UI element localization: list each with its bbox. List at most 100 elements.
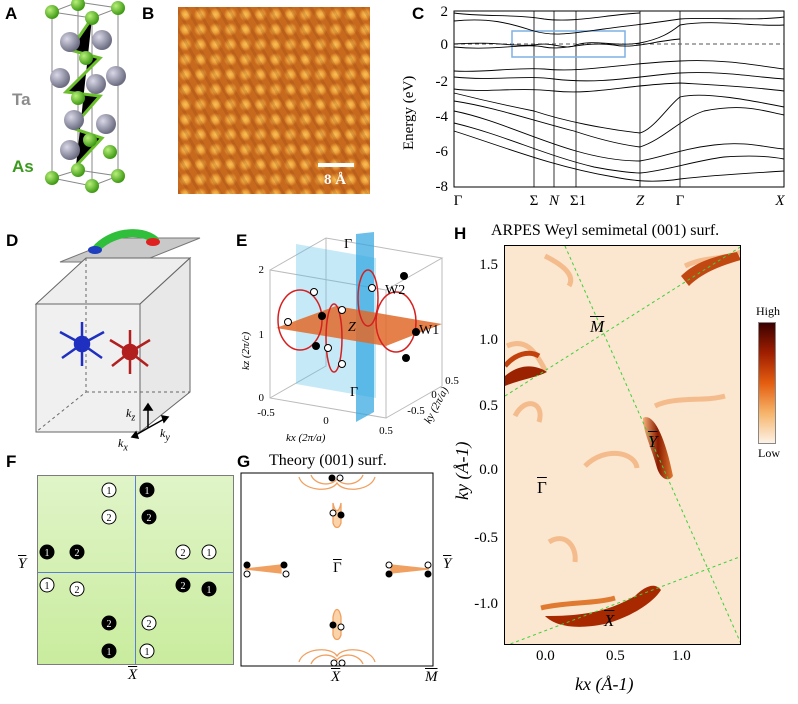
- weyl-point-label: 1: [107, 647, 112, 658]
- stm-topography-image: [178, 7, 370, 194]
- arpes-intensity-map: [504, 245, 741, 645]
- c-kpoint: Σ1: [570, 193, 586, 209]
- weyl-point-label: 2: [147, 513, 152, 524]
- weyl-point-marker: 2: [141, 509, 157, 525]
- h-xtick: 0.0: [536, 648, 555, 664]
- weyl-point-label: 2: [107, 513, 112, 524]
- h-ytick: 0.0: [479, 462, 498, 478]
- weyl-point-marker: 1: [39, 544, 55, 560]
- weyl-point-marker: 1: [139, 643, 155, 659]
- e-kx-axis-label: kx (2π/a): [286, 432, 326, 444]
- c-ylabel: Energy (eV): [401, 75, 417, 150]
- weyl-point-marker: 2: [175, 577, 191, 593]
- e-gamma-top: Γ: [344, 237, 353, 252]
- weyl-point-label: 1: [207, 585, 212, 596]
- g-gamma-label: Γ: [333, 560, 342, 576]
- w2-label: W2: [385, 283, 406, 298]
- weyl-cube-diagram: [34, 229, 201, 439]
- panel-letter-h: H: [454, 224, 467, 243]
- h-gamma-label: Γ: [537, 478, 547, 497]
- h-x-label: X: [604, 611, 615, 630]
- ta-label: Ta: [12, 90, 31, 109]
- weyl-point-marker: 1: [101, 482, 117, 498]
- weyl-projection-points: 1 1 2 2 1 2 2 1 1 2 2 1 2 2 1 1: [39, 482, 217, 659]
- h-ytick: 1.5: [479, 257, 498, 273]
- weyl-point-label: 1: [145, 647, 150, 658]
- weyl-point-label: 1: [45, 548, 50, 559]
- c-ytick: -6: [436, 144, 449, 160]
- weyl-point-marker: 2: [69, 581, 85, 597]
- h-ytick: -1.0: [474, 596, 498, 612]
- h-m-label: M: [590, 317, 605, 336]
- as-label: As: [12, 157, 34, 176]
- weyl-point-marker: 2: [101, 509, 117, 525]
- kx-label: kx: [118, 436, 128, 454]
- weyl-point-marker: 1: [139, 482, 155, 498]
- panel-letter-g: G: [237, 452, 251, 471]
- c-kpoint: N: [548, 193, 560, 209]
- h-y-label: Y: [648, 432, 658, 451]
- e-kz-tick: 1: [259, 329, 265, 341]
- h-title: ARPES Weyl semimetal (001) surf.: [491, 222, 720, 239]
- weyl-point-marker: 1: [39, 577, 55, 593]
- band-structure-plot: 2 0 -2 -4 -6 -8 Γ Σ N Σ1 Z Γ X: [436, 4, 786, 209]
- h-ytick: 1.0: [479, 332, 498, 348]
- weyl-point-label: 1: [45, 581, 50, 592]
- e-kx-tick: 0: [323, 415, 329, 427]
- weyl-point-marker: 2: [141, 615, 157, 631]
- c-ytick: -4: [436, 109, 449, 125]
- weyl-point-label: 1: [207, 548, 212, 559]
- h-ylabel: ky (Å-1): [452, 441, 472, 500]
- e-ky-tick: 0: [431, 389, 437, 401]
- c-kpoint: X: [774, 193, 785, 209]
- c-ytick: 2: [441, 4, 449, 20]
- e-gamma-bottom: Γ: [350, 385, 359, 400]
- weyl-point-label: 2: [181, 581, 186, 592]
- e-ky-tick: 0.5: [445, 375, 459, 387]
- panel-letter-c: C: [412, 4, 425, 23]
- e-ky-tick: -0.5: [407, 405, 425, 417]
- h-xtick: 0.5: [606, 648, 625, 664]
- g-title: Theory (001) surf.: [269, 452, 387, 469]
- c-kpoint: Z: [636, 193, 645, 209]
- h-ytick: 0.5: [479, 398, 498, 414]
- e-z-label: Z: [348, 320, 356, 335]
- scale-bar: [318, 163, 354, 167]
- surface-brillouin-zone: [37, 475, 234, 665]
- weyl-point-marker: 1: [101, 643, 117, 659]
- g-x-label: X: [331, 669, 341, 685]
- weyl-point-label: 2: [107, 619, 112, 630]
- ky-label: ky: [160, 426, 170, 444]
- panel-letter-d: D: [6, 231, 19, 250]
- intensity-colorbar: [758, 322, 776, 444]
- kz-label: kz: [126, 406, 136, 424]
- w1-label: W1: [419, 323, 440, 338]
- e-kz-axis-label: kz (2π/c): [240, 331, 252, 370]
- scale-bar-label: 8 Å: [324, 172, 347, 188]
- e-kx-tick: 0.5: [379, 425, 393, 437]
- c-ytick: -2: [436, 74, 449, 90]
- h-xlabel: kx (Å-1): [575, 674, 634, 694]
- weyl-point-label: 2: [147, 619, 152, 630]
- c-kpoint: Σ: [530, 193, 539, 209]
- h-ytick: -0.5: [474, 530, 498, 546]
- c-ytick: -8: [436, 179, 449, 195]
- e-kz-tick: 2: [259, 264, 265, 276]
- weyl-point-marker: 2: [69, 544, 85, 560]
- weyl-point-label: 1: [145, 486, 150, 497]
- weyl-point-marker: 1: [201, 581, 217, 597]
- c-kpoint: Γ: [676, 193, 685, 209]
- panel-letter-a: A: [5, 4, 18, 23]
- weyl-point-label: 2: [75, 548, 80, 559]
- f-xbar-label: X: [128, 667, 138, 683]
- weyl-point-label: 2: [181, 548, 186, 559]
- h-xtick: 1.0: [672, 648, 691, 664]
- e-kx-tick: -0.5: [257, 407, 275, 419]
- weyl-point-marker: 2: [101, 615, 117, 631]
- brillouin-zone-diagram: 2 1 0 -0.5 0 0.5 -0.5 0 0.5: [257, 232, 459, 437]
- g-y-label: Y: [443, 556, 452, 572]
- panel-letter-f: F: [6, 452, 17, 471]
- e-kz-tick: 0: [259, 392, 265, 404]
- theory-surface-plot: [240, 472, 434, 667]
- c-ytick: 0: [441, 37, 449, 53]
